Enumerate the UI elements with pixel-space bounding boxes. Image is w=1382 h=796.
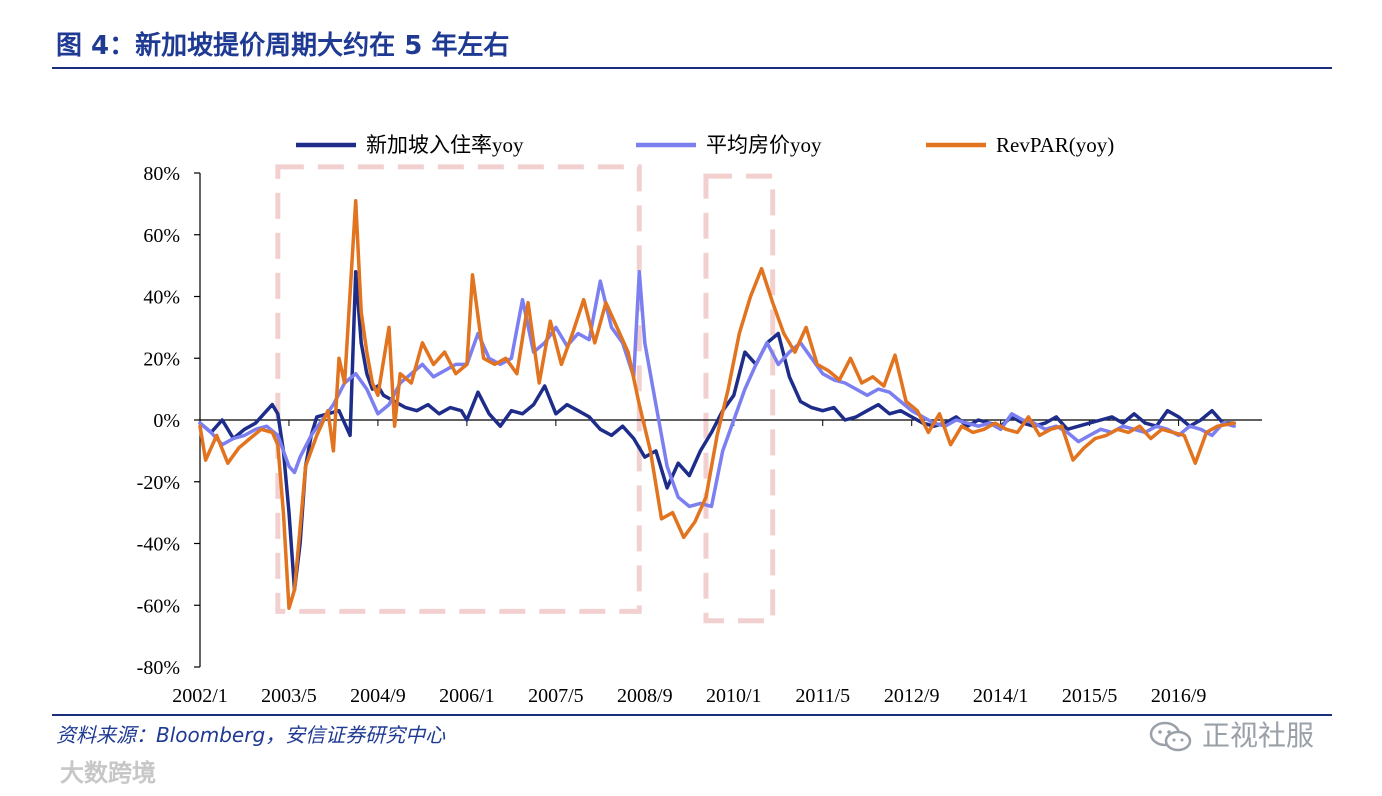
y-tick-label: -80% — [137, 657, 180, 679]
corner-watermark-text: 大数跨境 — [60, 759, 156, 787]
corner-watermark: 大数跨境 — [10, 756, 156, 790]
x-tick-label: 2002/1 — [172, 685, 228, 707]
x-tick-label: 2004/9 — [350, 685, 406, 707]
y-tick-label: -60% — [137, 595, 180, 617]
highlight-regions — [275, 164, 776, 624]
chart-legend: 新加坡入住率yoy 平均房价yoy RevPAR(yoy) — [296, 133, 1114, 157]
x-tick-label: 2011/5 — [795, 685, 850, 707]
legend-label-1: 新加坡入住率yoy — [366, 133, 524, 157]
y-tick-label: 40% — [143, 287, 180, 309]
x-tick-label: 2006/1 — [439, 685, 495, 707]
figure-title: 图 4：新加坡提价周期大约在 5 年左右 — [56, 31, 510, 61]
highlight-region-1 — [275, 164, 642, 614]
footer-divider — [52, 714, 1332, 716]
y-tick-label: 60% — [143, 225, 180, 247]
y-tick-label: 20% — [143, 348, 180, 370]
wechat-icon — [1149, 721, 1192, 752]
x-tick-label: 2012/9 — [884, 685, 940, 707]
highlight-region-2 — [703, 173, 776, 624]
series-line-3 — [198, 199, 1236, 611]
x-tick-label: 2015/5 — [1062, 685, 1118, 707]
x-tick-label: 2003/5 — [261, 685, 317, 707]
legend-label-3: RevPAR(yoy) — [996, 133, 1114, 157]
source-note: 资料来源：Bloomberg，安信证券研究中心 — [56, 723, 446, 747]
wechat-watermark-text: 正视社服 — [1202, 719, 1315, 752]
x-tick-label: 2010/1 — [706, 685, 762, 707]
y-tick-label: -20% — [137, 472, 180, 494]
title-divider — [52, 67, 1332, 69]
x-tick-label: 2007/5 — [528, 685, 584, 707]
y-tick-label: -40% — [137, 534, 180, 556]
x-tick-label: 2014/1 — [973, 685, 1029, 707]
wechat-watermark: 正视社服 — [1148, 716, 1314, 756]
chart-series — [198, 199, 1236, 611]
x-tick-label: 2016/9 — [1151, 685, 1207, 707]
legend-label-2: 平均房价yoy — [706, 133, 822, 157]
y-tick-label: 80% — [143, 163, 180, 185]
x-tick-label: 2008/9 — [617, 685, 673, 707]
chart-axes: 80% 60% 40% 20% 0% -20% -40% -60% -80% 2002/1 2003… — [137, 163, 1262, 707]
y-tick-label: 0% — [153, 410, 180, 432]
